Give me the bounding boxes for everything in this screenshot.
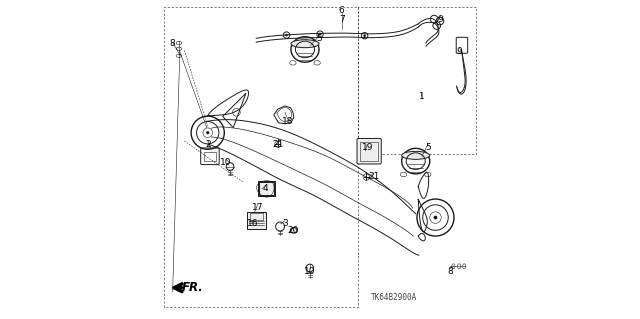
Text: 7: 7 (339, 15, 344, 24)
Text: 5: 5 (317, 34, 322, 43)
Text: 16: 16 (247, 219, 259, 228)
Circle shape (206, 131, 209, 134)
Circle shape (285, 34, 288, 36)
Text: 2: 2 (205, 140, 211, 149)
Text: 3: 3 (282, 219, 288, 228)
Ellipse shape (402, 152, 429, 160)
Text: 8: 8 (447, 267, 453, 276)
Text: 8: 8 (170, 39, 175, 48)
Text: 21: 21 (368, 172, 380, 181)
Circle shape (433, 216, 437, 219)
Text: 9: 9 (457, 47, 463, 56)
Text: FR.: FR. (182, 281, 204, 294)
Bar (259, 182, 274, 195)
Text: 5: 5 (425, 143, 431, 152)
Text: 10: 10 (304, 267, 316, 276)
Bar (204, 152, 216, 161)
Circle shape (364, 34, 366, 37)
Text: 17: 17 (252, 204, 264, 212)
Text: 4: 4 (263, 184, 269, 193)
Bar (360, 142, 378, 161)
Text: 6: 6 (339, 6, 344, 15)
Bar (247, 212, 266, 229)
Circle shape (319, 33, 321, 35)
Text: 20: 20 (287, 226, 299, 235)
FancyBboxPatch shape (357, 138, 381, 164)
Text: 1: 1 (419, 92, 424, 101)
Text: 10: 10 (220, 158, 232, 167)
Ellipse shape (291, 40, 319, 48)
Text: 21: 21 (273, 140, 284, 149)
Text: 19: 19 (362, 143, 373, 152)
Text: TK64B2900A: TK64B2900A (371, 293, 417, 302)
Text: 9: 9 (438, 15, 444, 24)
Text: 18: 18 (282, 117, 293, 126)
FancyBboxPatch shape (258, 181, 275, 196)
Bar (250, 213, 263, 220)
